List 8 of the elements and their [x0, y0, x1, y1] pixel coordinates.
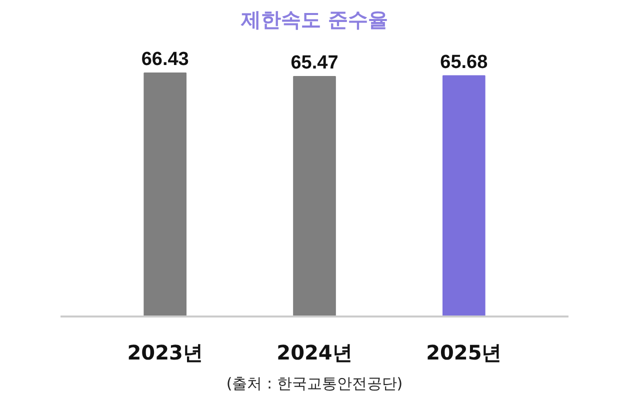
- data-label: 65.47: [290, 52, 338, 74]
- data-label: 65.68: [440, 52, 488, 73]
- x-tick-label: 2023년: [127, 340, 203, 364]
- x-tick-label: 2025년: [426, 340, 502, 364]
- data-label: 66.43: [141, 49, 189, 70]
- text: (출처 : 한국교통안전공단): [226, 374, 403, 392]
- chart-title: 제한속도 준수율: [240, 8, 388, 32]
- x-tick-label: 2024년: [276, 340, 352, 364]
